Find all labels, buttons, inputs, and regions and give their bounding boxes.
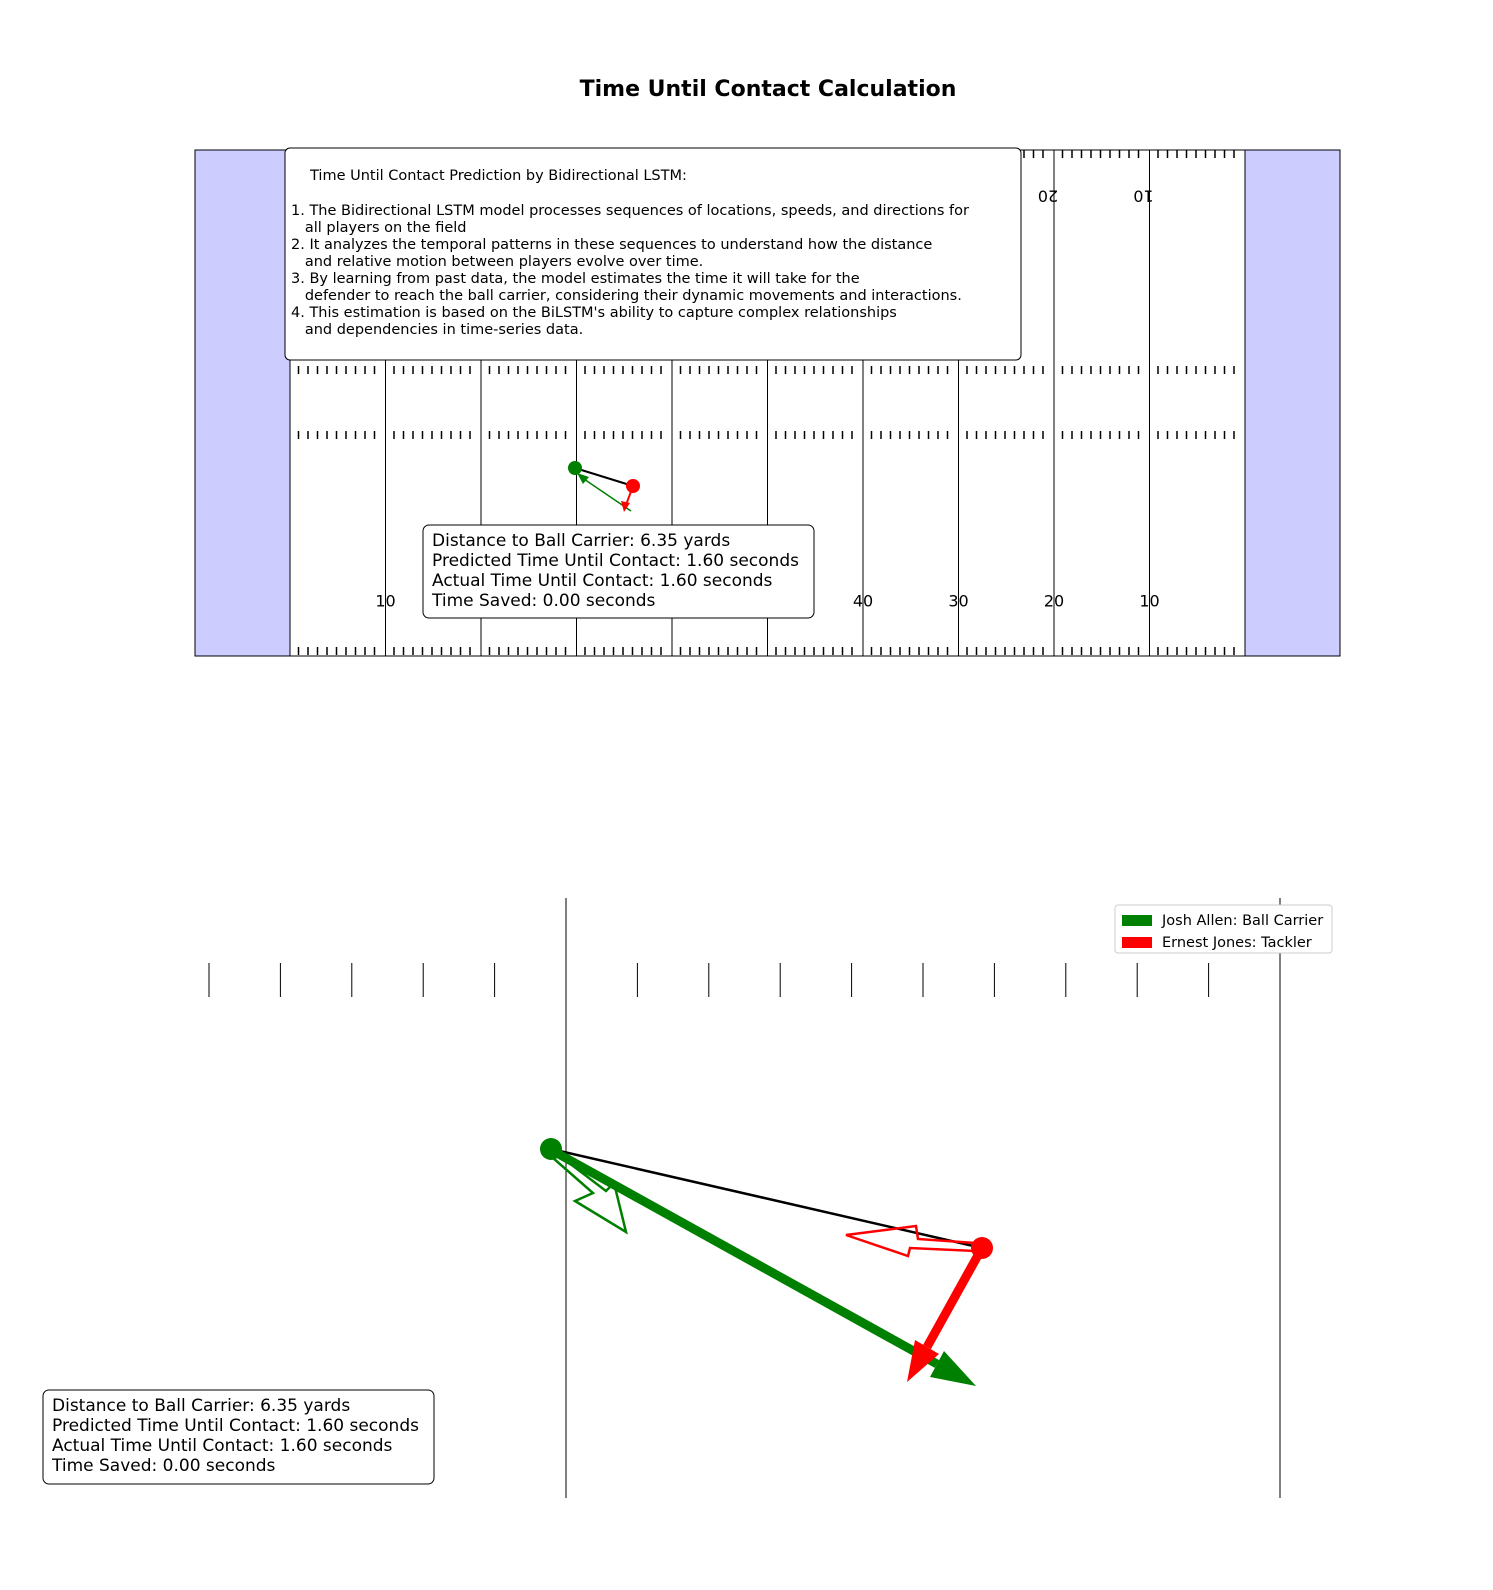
stat-line: Actual Time Until Contact: 1.60 seconds	[52, 1436, 393, 1456]
yard-number: 30	[948, 592, 968, 611]
top-players	[568, 461, 640, 512]
predicted-direction	[551, 1151, 628, 1235]
legend-swatch	[1122, 915, 1152, 926]
predicted-direction	[845, 1224, 977, 1258]
explanation-line: 3. By learning from past data, the model…	[291, 271, 860, 287]
stats-box	[422, 524, 815, 619]
arrow-head	[907, 1340, 939, 1382]
stat-line: Actual Time Until Contact: 1.60 seconds	[432, 571, 773, 591]
yard-number: 10	[1133, 187, 1153, 206]
legend-label: Ernest Jones: Tackler	[1162, 935, 1312, 951]
legend-swatch	[1122, 937, 1152, 948]
explanation-line: defender to reach the ball carrier, cons…	[291, 288, 962, 304]
explanation-box	[284, 147, 1022, 361]
ball-carrier	[568, 461, 582, 475]
stat-line: Time Saved: 0.00 seconds	[431, 591, 656, 611]
tackler	[971, 1237, 993, 1259]
stat-line: Distance to Ball Carrier: 6.35 yards	[52, 1396, 350, 1416]
explanation-line: 4. This estimation is based on the BiLST…	[291, 305, 897, 321]
title: Time Until Contact Calculation	[580, 77, 957, 102]
arrow-head	[930, 1351, 976, 1386]
end-zone	[194, 149, 291, 657]
tackler	[626, 479, 640, 493]
explanation-line: 2. It analyzes the temporal patterns in …	[291, 237, 932, 253]
zoomed-field	[208, 898, 1281, 1498]
explanation-line: and dependencies in time-series data.	[291, 322, 583, 338]
distance-line	[574, 467, 634, 487]
explanation-lines: 1. The Bidirectional LSTM model processe…	[291, 203, 969, 338]
explanation-line: and relative motion between players evol…	[291, 254, 703, 270]
legend: Josh Allen: Ball Carrier Ernest Jones: Ta…	[1122, 913, 1323, 951]
stat-line: Distance to Ball Carrier: 6.35 yards	[432, 531, 730, 551]
legend-box	[1114, 904, 1333, 954]
explanation-heading: Time Until Contact Prediction by Bidirec…	[309, 168, 687, 184]
stat-line: Time Saved: 0.00 seconds	[51, 1456, 276, 1476]
arrow-head	[577, 473, 589, 484]
yard-number: 10	[375, 592, 395, 611]
yard-number: 10	[1139, 592, 1159, 611]
legend-label: Josh Allen: Ball Carrier	[1161, 913, 1323, 929]
explanation-line: all players on the field	[291, 220, 467, 236]
stats: Distance to Ball Carrier: 6.35 yardsPred…	[431, 531, 799, 611]
ball-carrier	[540, 1138, 562, 1160]
stat-line: Predicted Time Until Contact: 1.60 secon…	[52, 1416, 419, 1436]
end-zone	[1244, 149, 1341, 657]
yard-number: 20	[1044, 592, 1064, 611]
velocity-arrow	[923, 1245, 986, 1350]
arrow-head	[621, 501, 630, 512]
stats: Distance to Ball Carrier: 6.35 yardsPred…	[51, 1396, 419, 1476]
explanation-line: 1. The Bidirectional LSTM model processe…	[291, 203, 969, 219]
stats-box	[42, 1389, 435, 1485]
velocity-arrow	[552, 1148, 940, 1368]
stat-line: Predicted Time Until Contact: 1.60 secon…	[432, 551, 799, 571]
yard-number: 20	[1038, 187, 1058, 206]
distance-line	[550, 1147, 983, 1250]
yard-number: 40	[853, 592, 873, 611]
